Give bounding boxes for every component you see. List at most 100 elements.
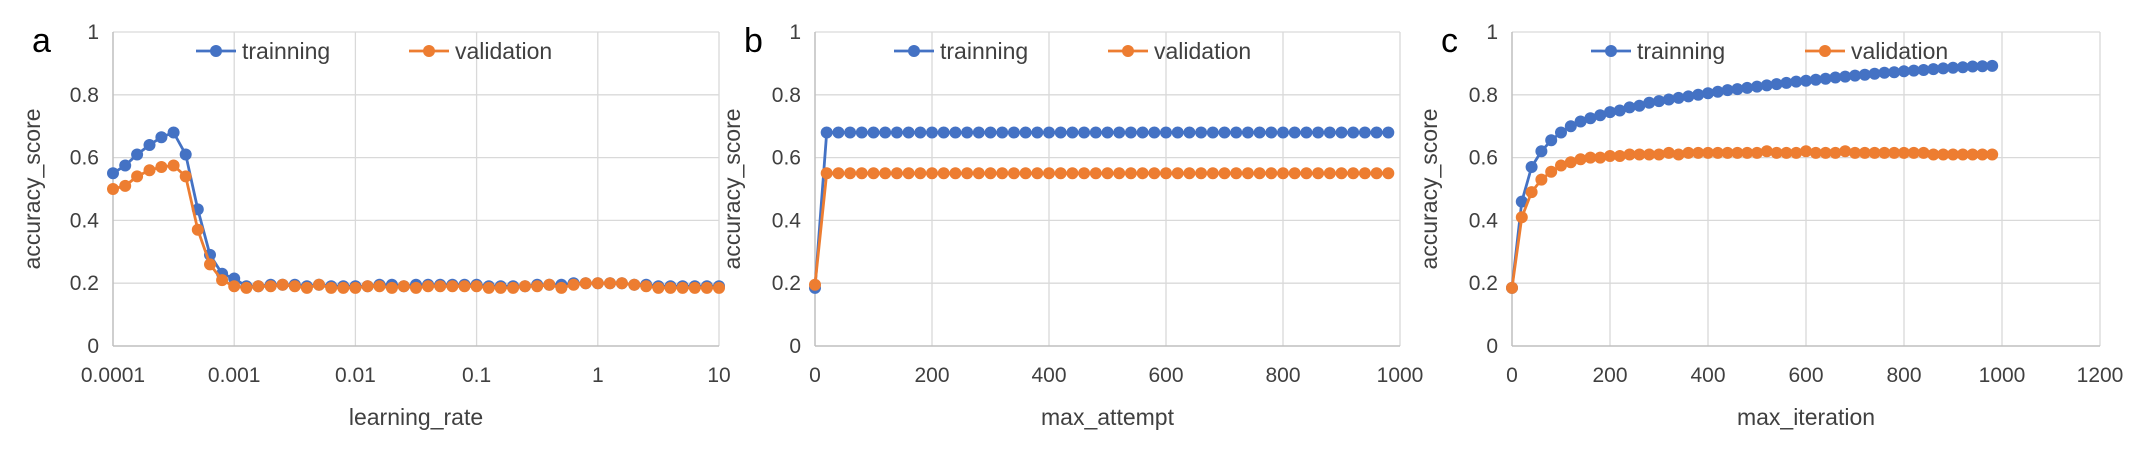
data-point-trainning [1888, 66, 1901, 79]
data-point-trainning [1043, 126, 1055, 139]
data-point-trainning [1545, 134, 1558, 147]
y-tick-label: 1 [87, 21, 99, 44]
data-point-validation [1323, 167, 1336, 180]
y-tick-label: 0.6 [1469, 147, 1498, 170]
data-point-trainning [1672, 91, 1685, 104]
data-point-validation [288, 280, 301, 293]
x-tick-label: 0 [1506, 364, 1518, 387]
data-point-trainning [1731, 83, 1744, 96]
data-point-trainning [1160, 126, 1172, 139]
data-point-validation [1829, 146, 1842, 159]
data-point-trainning [1868, 67, 1881, 80]
data-point-validation [628, 278, 641, 291]
data-point-validation [155, 161, 168, 173]
data-point-trainning [1555, 126, 1567, 139]
data-point-trainning [1195, 126, 1208, 139]
data-point-validation [276, 278, 289, 291]
data-point-validation [470, 280, 483, 293]
x-tick-label: 0 [809, 364, 821, 387]
data-point-validation [555, 281, 568, 294]
data-point-validation [1819, 146, 1832, 159]
x-tick-label: 0.01 [335, 364, 376, 387]
data-point-validation [1230, 167, 1243, 180]
x-tick-label: 0.0001 [81, 364, 145, 387]
data-point-validation [1702, 146, 1714, 159]
data-point-trainning [984, 126, 997, 139]
legend-item-validation: validation [1108, 38, 1251, 64]
data-point-validation [1066, 167, 1079, 180]
legend-label: validation [455, 38, 552, 64]
data-point-validation [914, 167, 927, 180]
data-point-trainning [1653, 95, 1665, 108]
panel-label: b [744, 22, 763, 60]
data-point-validation [1007, 167, 1020, 180]
data-point-trainning [1692, 88, 1705, 101]
data-point-validation [879, 167, 892, 180]
y-axis-title: accuracy_score [19, 108, 45, 269]
y-tick-label: 0.2 [70, 272, 99, 295]
data-point-trainning [1089, 126, 1102, 139]
y-tick-label: 0.2 [772, 272, 801, 295]
data-point-validation [1043, 167, 1055, 180]
data-point-trainning [1682, 90, 1695, 103]
data-point-validation [543, 278, 556, 291]
data-point-validation [1780, 146, 1793, 159]
data-point-trainning [1206, 126, 1219, 139]
x-tick-label: 200 [1592, 364, 1627, 387]
data-point-trainning [1054, 126, 1067, 139]
data-point-trainning [1124, 126, 1137, 139]
data-point-validation [313, 278, 325, 291]
legend-marker [210, 45, 222, 57]
data-point-validation [1031, 167, 1044, 180]
data-point-trainning [1019, 126, 1032, 139]
data-point-validation [1751, 146, 1763, 159]
data-point-trainning [1849, 69, 1861, 82]
legend-marker [1819, 45, 1831, 57]
data-point-validation [1849, 146, 1861, 159]
data-point-validation [167, 159, 180, 172]
data-point-validation [337, 281, 350, 294]
data-point-validation [1613, 150, 1626, 162]
data-point-validation [1937, 148, 1950, 161]
data-point-validation [1858, 146, 1871, 159]
y-tick-label: 0.8 [70, 84, 99, 107]
data-point-trainning [1515, 195, 1528, 208]
data-point-trainning [131, 148, 144, 161]
data-point-trainning [1711, 85, 1724, 98]
data-point-validation [652, 281, 665, 294]
data-point-trainning [1564, 120, 1577, 133]
data-point-trainning [1623, 101, 1636, 114]
data-point-trainning [119, 159, 132, 172]
data-point-trainning [1358, 126, 1371, 139]
data-point-validation [1947, 148, 1959, 161]
data-point-validation [1662, 146, 1675, 159]
data-point-validation [1370, 167, 1383, 180]
x-tick-label: 200 [914, 364, 949, 387]
series-line-validation [813, 171, 1389, 285]
data-point-trainning [1898, 65, 1910, 78]
data-point-trainning [949, 126, 962, 139]
data-point-validation [615, 277, 628, 290]
data-point-validation [1124, 167, 1137, 180]
data-point-validation [1809, 146, 1822, 159]
y-tick-label: 0.6 [772, 147, 801, 170]
series-line-trainning [813, 131, 1389, 289]
data-point-validation [385, 281, 398, 294]
data-point-trainning [1760, 79, 1773, 92]
data-point-validation [1917, 146, 1930, 159]
data-point-validation [1907, 146, 1920, 159]
data-point-validation [1288, 167, 1301, 180]
data-point-trainning [1986, 59, 1999, 72]
data-point-trainning [1976, 60, 1989, 73]
data-point-validation [1335, 167, 1348, 180]
data-point-validation [1672, 148, 1685, 161]
data-point-trainning [1535, 145, 1548, 158]
data-point-validation [640, 280, 653, 293]
data-point-validation [1643, 148, 1656, 161]
chart-panel-b: 0 0.2 0.4 0.6 0.8 1 0 200 400 600 800 1000 max_attem… [719, 21, 1423, 430]
y-tick-label: 0.8 [772, 84, 801, 107]
data-point-validation [1265, 167, 1278, 180]
data-point-trainning [1907, 64, 1920, 77]
data-point-validation [1347, 167, 1360, 180]
